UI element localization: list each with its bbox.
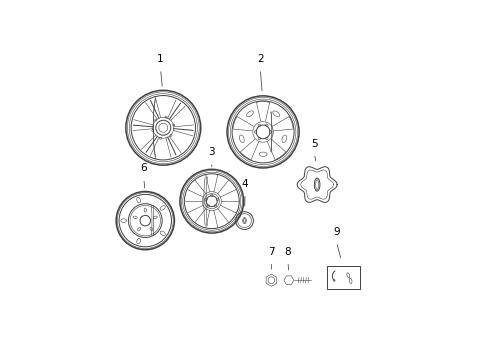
Text: 5: 5 bbox=[310, 139, 317, 149]
Text: 9: 9 bbox=[332, 227, 339, 237]
Bar bbox=[326, 266, 359, 288]
Text: 2: 2 bbox=[257, 54, 263, 64]
Text: 7: 7 bbox=[267, 247, 274, 257]
Text: 8: 8 bbox=[284, 247, 291, 257]
Text: 4: 4 bbox=[241, 179, 248, 189]
Text: 6: 6 bbox=[140, 163, 147, 174]
Text: 1: 1 bbox=[157, 54, 163, 64]
Text: 3: 3 bbox=[208, 147, 215, 157]
